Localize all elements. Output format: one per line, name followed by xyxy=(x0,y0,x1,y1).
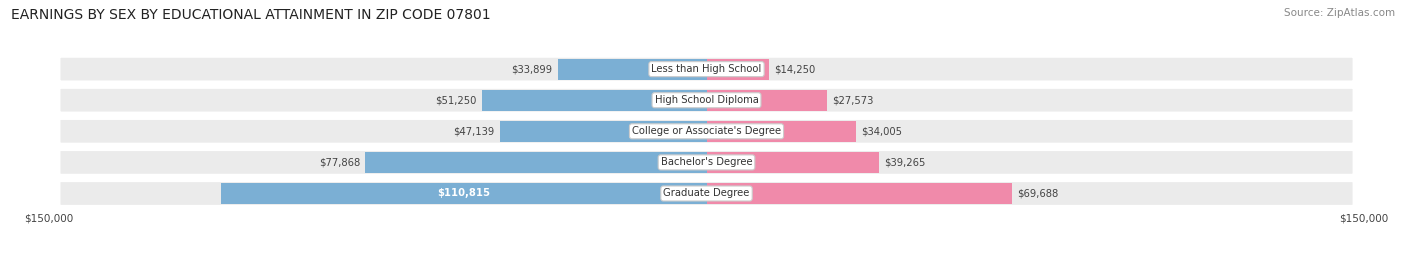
Bar xyxy=(707,121,855,142)
Text: $77,868: $77,868 xyxy=(319,157,360,168)
Bar xyxy=(707,59,769,80)
FancyBboxPatch shape xyxy=(59,118,1354,144)
Bar xyxy=(221,183,707,204)
Text: $34,005: $34,005 xyxy=(860,126,901,136)
Text: Bachelor's Degree: Bachelor's Degree xyxy=(661,157,752,168)
Text: Graduate Degree: Graduate Degree xyxy=(664,188,749,199)
Text: EARNINGS BY SEX BY EDUCATIONAL ATTAINMENT IN ZIP CODE 07801: EARNINGS BY SEX BY EDUCATIONAL ATTAINMEN… xyxy=(11,8,491,22)
Text: $69,688: $69,688 xyxy=(1017,188,1059,199)
Bar xyxy=(707,152,879,173)
Bar xyxy=(366,152,707,173)
Text: Less than High School: Less than High School xyxy=(651,64,762,74)
FancyBboxPatch shape xyxy=(59,181,1354,206)
Text: $110,815: $110,815 xyxy=(437,188,491,199)
FancyBboxPatch shape xyxy=(59,56,1354,82)
Bar xyxy=(482,90,707,111)
Bar xyxy=(707,183,1012,204)
Text: College or Associate's Degree: College or Associate's Degree xyxy=(631,126,782,136)
Text: $39,265: $39,265 xyxy=(884,157,925,168)
FancyBboxPatch shape xyxy=(59,87,1354,113)
Bar xyxy=(707,90,827,111)
FancyBboxPatch shape xyxy=(59,150,1354,175)
Text: $27,573: $27,573 xyxy=(832,95,875,105)
Bar xyxy=(501,121,707,142)
Text: Source: ZipAtlas.com: Source: ZipAtlas.com xyxy=(1284,8,1395,18)
Text: High School Diploma: High School Diploma xyxy=(655,95,758,105)
Text: $51,250: $51,250 xyxy=(436,95,477,105)
Text: $47,139: $47,139 xyxy=(454,126,495,136)
Bar xyxy=(558,59,707,80)
Text: $33,899: $33,899 xyxy=(512,64,553,74)
Text: $14,250: $14,250 xyxy=(775,64,815,74)
